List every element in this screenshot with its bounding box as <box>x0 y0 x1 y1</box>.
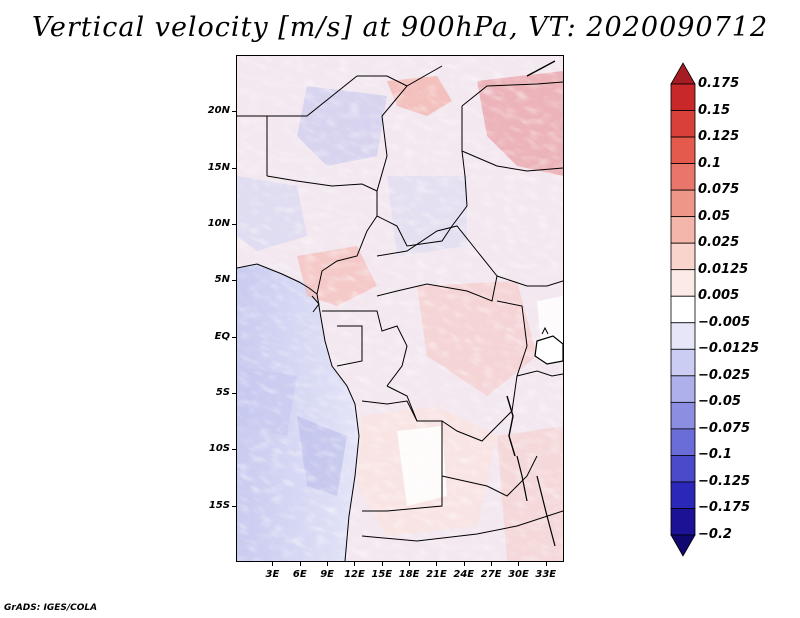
colorbar-label: −0.175 <box>698 500 751 516</box>
lat-tick <box>232 336 236 338</box>
lat-label: 10N <box>207 218 230 229</box>
lon-tick <box>272 562 274 566</box>
lon-label: 12E <box>344 569 365 580</box>
lon-tick <box>518 562 520 566</box>
lon-label: 24E <box>453 569 475 580</box>
lat-label: 5N <box>214 274 230 286</box>
colorbar-bottom-arrow <box>670 534 696 557</box>
lat-tick <box>232 449 236 451</box>
colorbar-label: −0.05 <box>698 394 741 410</box>
colorbar-label: 0.075 <box>698 182 740 198</box>
lon-tick <box>381 562 383 566</box>
lat-tick <box>232 280 236 282</box>
lat-tick <box>232 111 236 113</box>
lon-label: 6E <box>292 569 307 580</box>
lon-label: 18E <box>398 569 420 580</box>
colorbar-segment <box>670 136 696 164</box>
colorbar-segment <box>670 375 696 403</box>
colorbar-label: −0.005 <box>698 314 751 330</box>
colorbar-label: 0.15 <box>698 102 731 118</box>
lat-tick <box>232 224 236 225</box>
colorbar-label: 0.05 <box>698 208 731 224</box>
lat-label: 15S <box>208 499 230 511</box>
lon-tick <box>299 562 301 566</box>
lon-tick <box>491 562 493 566</box>
colorbar-segment <box>670 481 696 509</box>
colorbar-segment <box>670 83 696 111</box>
colorbar-segment <box>670 242 696 271</box>
lon-tick <box>436 562 438 566</box>
colorbar-label: −0.0125 <box>698 341 760 357</box>
colorbar-segment <box>670 455 696 483</box>
plot-title: Vertical velocity [m/s] at 900hPa, VT: 2… <box>31 12 769 43</box>
colorbar-segment <box>670 401 696 430</box>
colorbar-label: −0.2 <box>698 527 732 542</box>
colorbar-segment <box>670 295 696 324</box>
lon-tick <box>354 562 356 566</box>
colorbar-segment <box>670 216 696 244</box>
lat-label: 5S <box>215 387 230 398</box>
colorbar-segment <box>670 508 696 536</box>
velocity-field <box>237 56 563 561</box>
colorbar-label: 0.025 <box>698 235 740 251</box>
lat-tick <box>232 393 236 394</box>
lon-label: 3E <box>265 569 280 580</box>
credit-text: GrADS: IGES/COLA <box>4 603 98 613</box>
lon-tick <box>545 562 547 566</box>
colorbar-segment <box>670 110 696 138</box>
lat-label: 15N <box>207 161 230 173</box>
lon-tick <box>409 562 411 566</box>
colorbar-label: −0.125 <box>698 473 751 489</box>
colorbar-label: −0.025 <box>698 367 751 383</box>
lake-victoria <box>534 335 563 365</box>
lat-label: 20N <box>207 105 230 117</box>
lat-label: 10S <box>208 443 230 455</box>
political-borders <box>237 60 563 561</box>
colorbar-label: 0.0125 <box>698 261 749 277</box>
colorbar-segment <box>670 322 696 350</box>
colorbar-label: 0.005 <box>698 288 740 304</box>
lat-label: EQ <box>214 330 230 342</box>
lat-tick <box>232 505 236 507</box>
lon-label: 9E <box>320 569 334 580</box>
lon-label: 33E <box>535 569 557 580</box>
lon-label: 27E <box>480 569 502 580</box>
colorbar-label: −0.075 <box>698 420 751 436</box>
lon-tick <box>327 562 329 566</box>
lon-tick <box>463 562 465 566</box>
colorbar-label: 0.125 <box>698 129 740 145</box>
colorbar-segment <box>670 163 696 191</box>
lon-label: 30E <box>508 569 529 580</box>
colorbar-segment <box>670 348 696 377</box>
lon-label: 15E <box>371 569 393 580</box>
map-panel <box>236 55 564 562</box>
colorbar-segment <box>670 189 696 218</box>
colorbar-top-arrow <box>670 62 696 85</box>
lon-label: 21E <box>426 569 447 580</box>
colorbar-label: 0.1 <box>698 155 722 171</box>
colorbar-segment <box>670 269 696 297</box>
lat-tick <box>232 167 236 169</box>
colorbar-label: 0.175 <box>698 76 740 91</box>
colorbar <box>670 62 696 557</box>
colorbar-segment <box>670 428 696 456</box>
colorbar-label: −0.1 <box>698 447 732 463</box>
